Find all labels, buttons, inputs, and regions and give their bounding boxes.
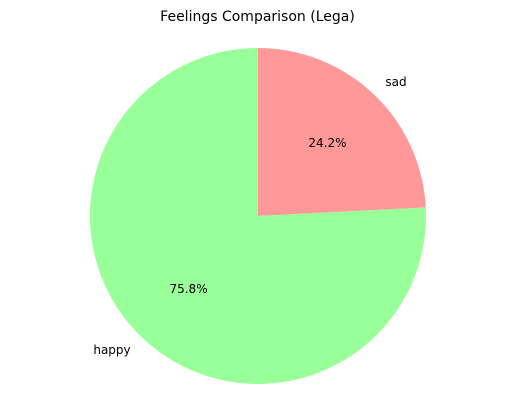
pie-slice-sad [258,48,426,216]
slice-percent-label-sad: 24.2% [308,136,346,150]
slice-percent-label-happy: 75.8% [169,282,207,296]
slice-category-label-sad: sad [385,75,406,89]
pie-slice-happy [90,48,427,385]
slice-category-label-happy: happy [93,343,130,357]
chart-title: Feelings Comparison (Lega) [160,9,355,25]
